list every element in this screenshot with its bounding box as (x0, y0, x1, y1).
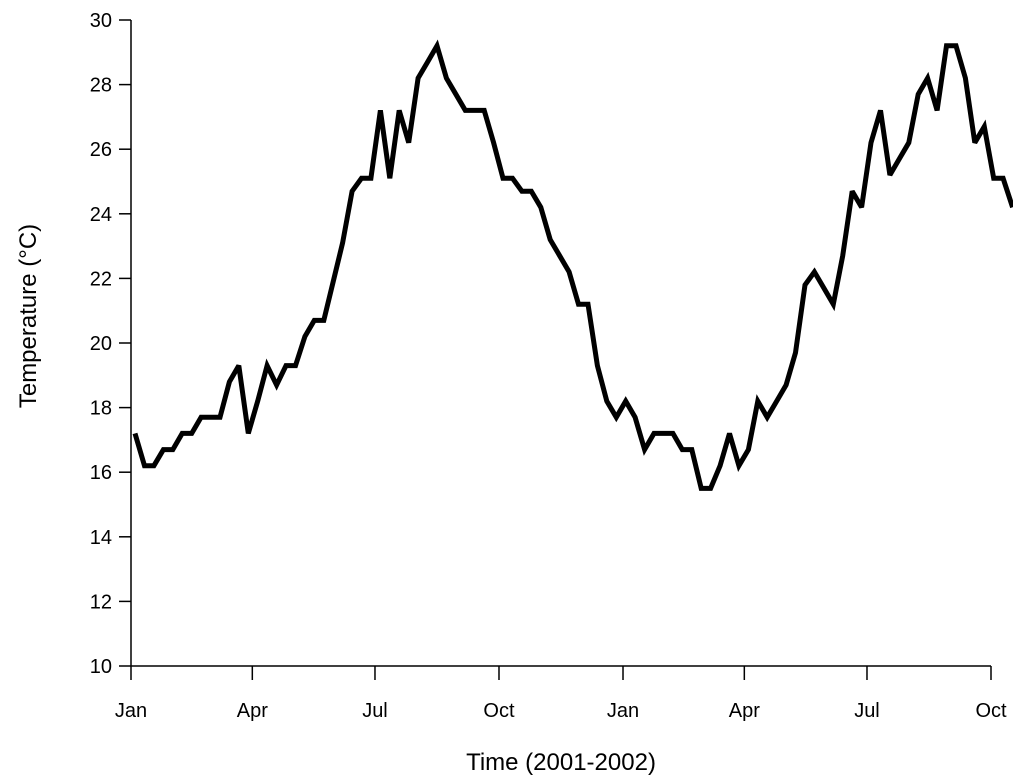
y-tick-label: 10 (90, 656, 112, 678)
y-tick-label: 14 (90, 527, 112, 549)
x-tick-label: Apr (729, 700, 760, 722)
x-axis-title: Time (2001-2002) (466, 749, 656, 776)
x-tick-label: Jan (115, 700, 147, 722)
y-tick-label: 18 (90, 398, 112, 420)
x-tick-label: Jan (607, 700, 639, 722)
y-tick-label: 20 (90, 333, 112, 355)
y-tick-label: 28 (90, 75, 112, 97)
axes-group: 10 12 14 16 18 20 22 24 26 28 30 Jan Apr Jul Oct Jan Apr… (90, 10, 1007, 722)
series-line (132, 39, 1013, 491)
x-tick-label: Apr (237, 700, 268, 722)
x-tick-label: Oct (483, 700, 515, 722)
y-tick-label: 16 (90, 462, 112, 484)
y-axis-title: Temperature (°C) (15, 224, 42, 408)
x-tick-label: Jul (854, 700, 880, 722)
x-tick-label: Oct (975, 700, 1007, 722)
y-tick-label: 30 (90, 10, 112, 32)
y-tick-label: 26 (90, 139, 112, 161)
y-tick-label: 12 (90, 591, 112, 613)
y-tick-label: 22 (90, 268, 112, 290)
x-tick-label: Jul (362, 700, 388, 722)
y-tick-label: 24 (90, 204, 112, 226)
